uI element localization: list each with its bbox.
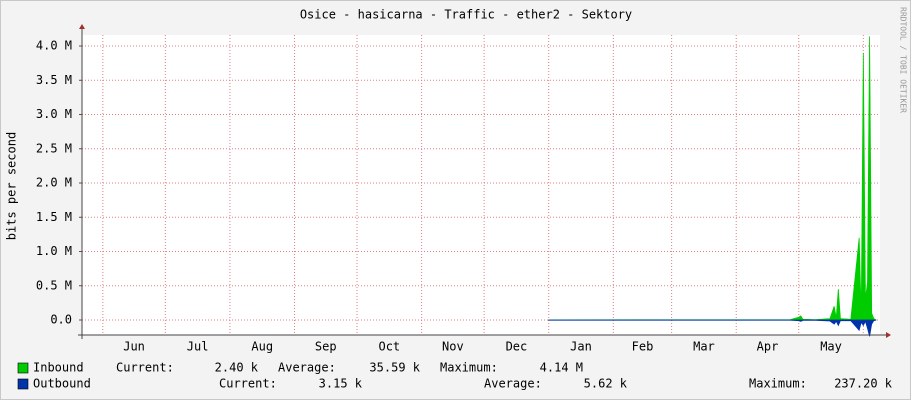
arrow (886, 332, 891, 338)
y-tick-label: 2.0 M (36, 176, 72, 190)
plot-area (82, 35, 880, 335)
x-tick-label: Jan (570, 340, 592, 354)
stat-value: 2.40 k (215, 361, 259, 375)
chart-title: Osice - hasicarna - Traffic - ether2 - S… (300, 8, 632, 22)
x-tick-label: Oct (378, 340, 400, 354)
x-tick-label: Aug (251, 340, 273, 354)
legend-swatch (17, 362, 29, 374)
stat-value: 237.20 k (834, 377, 893, 391)
series-area (548, 36, 877, 321)
y-axis-label: bits per second (5, 132, 19, 240)
stat-label: Current: (219, 377, 277, 391)
x-tick-label: Nov (442, 340, 464, 354)
x-tick-label: Apr (757, 340, 779, 354)
stat-value: 35.59 k (369, 361, 420, 375)
stat-label: Current: (116, 361, 174, 375)
y-tick-label: 1.0 M (36, 244, 72, 258)
legend-label: Outbound (33, 377, 91, 391)
x-tick-label: Mar (693, 340, 715, 354)
y-tick-label: 3.0 M (36, 107, 72, 121)
watermark: RRDTOOL / TOBI OETIKER (899, 7, 908, 113)
legend-swatch (17, 378, 29, 390)
x-tick-label: Jul (187, 340, 209, 354)
stat-value: 4.14 M (540, 361, 583, 375)
stat-value: 5.62 k (584, 377, 628, 391)
stat-label: Maximum: (440, 361, 498, 375)
y-tick-label: 0.5 M (36, 278, 72, 292)
stat-label: Average: (278, 361, 336, 375)
stat-label: Average: (484, 377, 542, 391)
y-tick-label: 1.5 M (36, 210, 72, 224)
y-tick-label: 3.5 M (36, 73, 72, 87)
y-tick-label: 0.0 (50, 313, 72, 327)
x-tick-label: May (820, 340, 842, 354)
stat-value: 3.15 k (319, 377, 363, 391)
series-area (548, 319, 877, 337)
y-tick-label: 2.5 M (36, 141, 72, 155)
x-tick-label: Feb (632, 340, 654, 354)
stat-label: Maximum: (749, 377, 807, 391)
x-tick-label: Dec (506, 340, 528, 354)
arrow (79, 24, 85, 29)
legend-label: Inbound (33, 361, 84, 375)
x-tick-label: Jun (123, 340, 145, 354)
y-tick-label: 4.0 M (36, 39, 72, 53)
x-tick-label: Sep (315, 340, 337, 354)
